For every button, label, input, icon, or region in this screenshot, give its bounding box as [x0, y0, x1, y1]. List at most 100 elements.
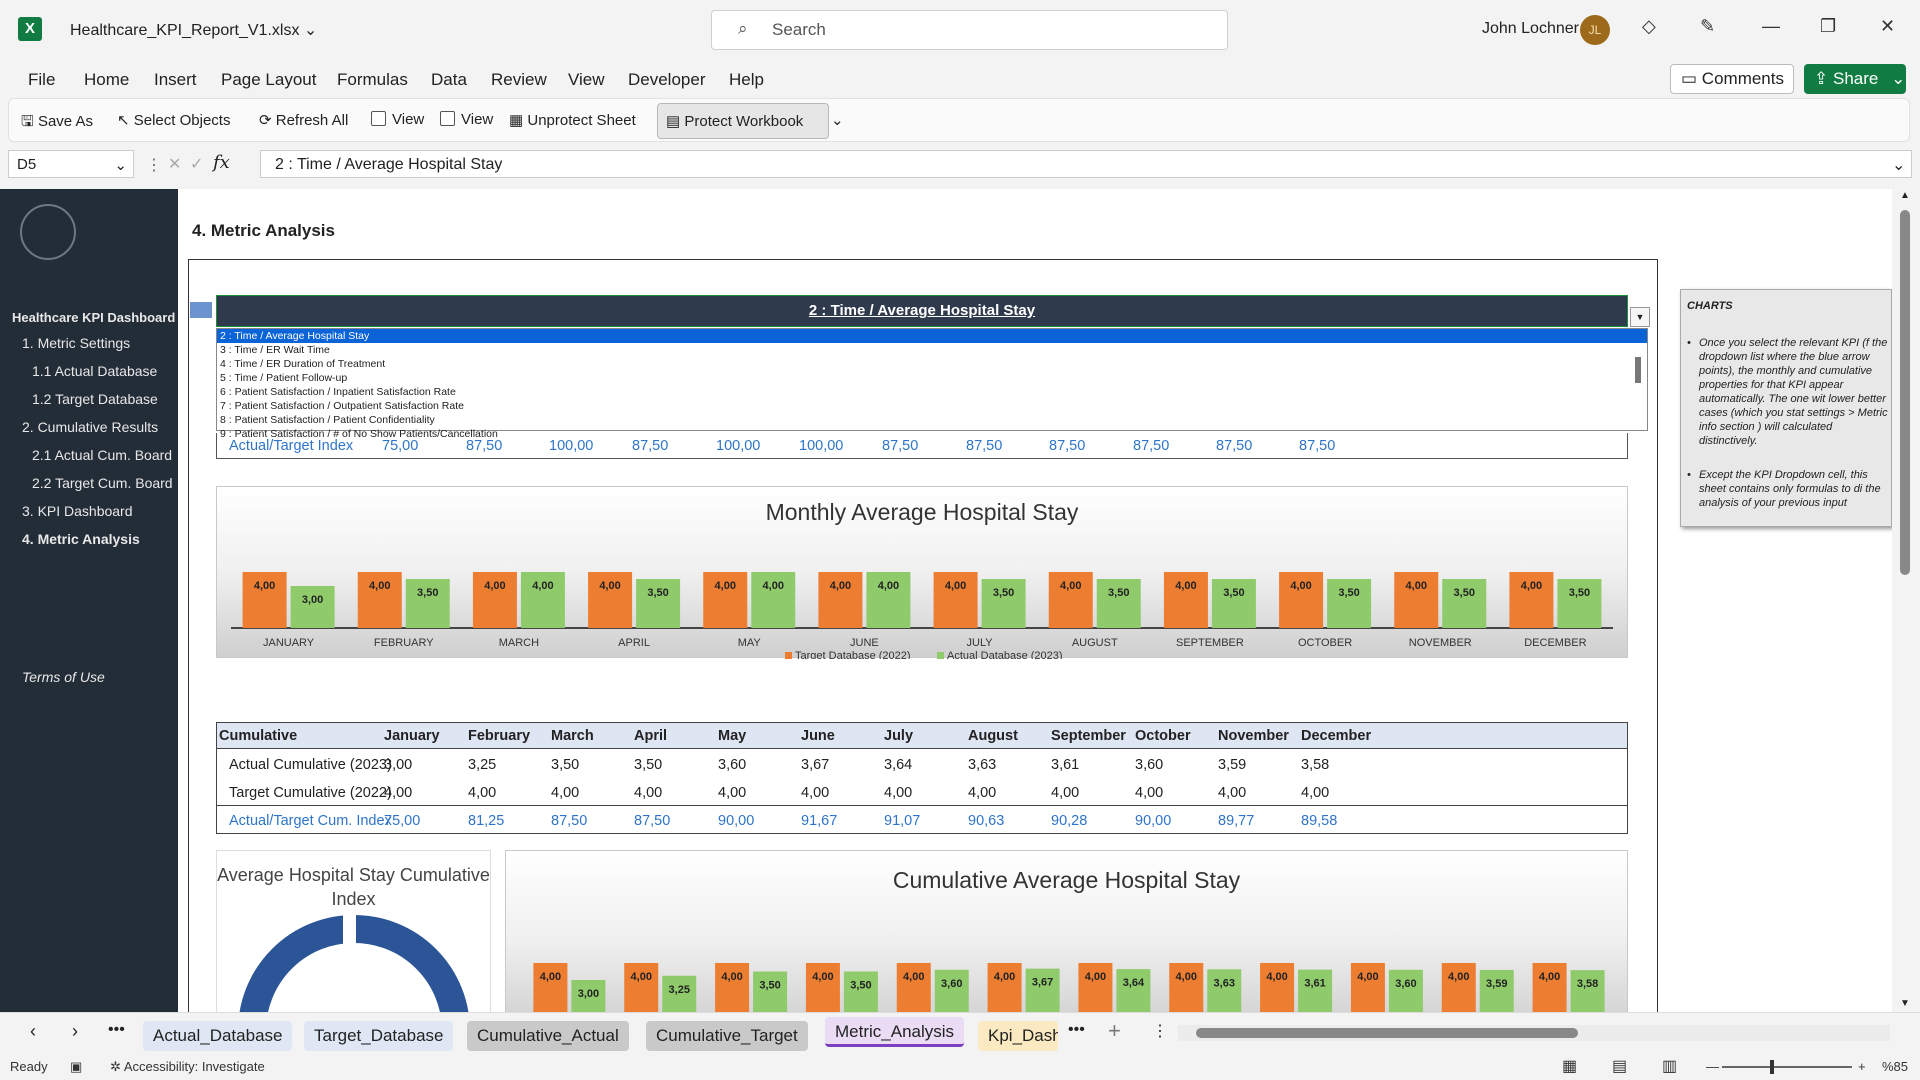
share-icon: ⇪ [1814, 69, 1829, 88]
zoom-level[interactable]: %85 [1882, 1059, 1909, 1074]
minimize-icon[interactable]: — [1762, 16, 1780, 36]
dropdown-option[interactable]: 9 : Patient Satisfaction / # of No Show … [220, 428, 498, 440]
normal-view-icon[interactable]: ▦ [1562, 1058, 1578, 1075]
cancel-icon[interactable]: ✕ [168, 156, 182, 173]
page-break-view-icon[interactable]: ▥ [1662, 1058, 1678, 1075]
view-checkbox-2[interactable]: View [440, 111, 493, 128]
dropdown-option[interactable]: 4 : Time / ER Duration of Treatment [220, 358, 386, 370]
sidebar-item-actual-database[interactable]: 1.1 Actual Database [32, 363, 158, 379]
zoom-in-icon[interactable]: + [1858, 1059, 1866, 1074]
bar [1298, 969, 1333, 1012]
comments-button[interactable]: ▭ Comments [1670, 64, 1794, 94]
tab-actual-database[interactable]: Actual_Database [143, 1021, 293, 1051]
dropdown-scrollbar[interactable] [1635, 357, 1641, 383]
file-name[interactable]: Healthcare_KPI_Report_V1.xlsx ⌄ [70, 20, 317, 40]
search-box[interactable]: ⌕ Search [711, 10, 1228, 50]
name-box[interactable]: D5 ⌄ [8, 150, 134, 178]
tab-kpi-dash[interactable]: Kpi_Dash [978, 1021, 1058, 1051]
dropdown-option[interactable]: 5 : Time / Patient Follow-up [220, 372, 348, 384]
close-icon[interactable]: ✕ [1880, 16, 1896, 36]
row-label: Actual/Target Cum. Index [229, 813, 392, 829]
dropdown-option[interactable]: 2 : Time / Average Hospital Stay [217, 329, 1647, 343]
pen-icon[interactable]: ✎ [1700, 16, 1716, 36]
data-label: 3,50 [1223, 587, 1244, 599]
share-button[interactable]: ⇪ Share ⌄ [1804, 64, 1906, 94]
sidebar-item-target-cum-board[interactable]: 2.2 Target Cum. Board [32, 475, 173, 491]
menu-developer[interactable]: Developer [628, 70, 706, 89]
ribbon-more-icon[interactable]: ⌄ [831, 112, 844, 129]
sheet-options-icon[interactable]: ⋮ [1152, 1023, 1168, 1040]
table-cell: 90,00 [1135, 813, 1172, 829]
restore-icon[interactable]: ❐ [1820, 16, 1837, 36]
add-sheet-icon[interactable]: + [1108, 1018, 1121, 1043]
tab-next-icon[interactable]: › [72, 1021, 78, 1041]
menu-help[interactable]: Help [729, 70, 764, 89]
menu-review[interactable]: Review [491, 70, 547, 89]
sidebar-item-metric-settings[interactable]: 1. Metric Settings [22, 335, 131, 351]
menu-home[interactable]: Home [84, 70, 130, 89]
refresh-all-button[interactable]: ⟳ Refresh All [259, 111, 348, 129]
macro-icon[interactable]: ▣ [70, 1059, 83, 1074]
dropdown-option[interactable]: 7 : Patient Satisfaction / Outpatient Sa… [220, 400, 464, 412]
dropdown-arrow-icon[interactable]: ▼ [1630, 307, 1650, 327]
monthly-chart[interactable]: Monthly Average Hospital Stay 4,00 3,00 JA… [216, 486, 1628, 659]
scroll-up-icon[interactable]: ▲ [1900, 190, 1910, 201]
menu-file[interactable]: File [28, 70, 56, 89]
dropdown-option[interactable]: 3 : Time / ER Wait Time [220, 344, 330, 356]
save-as-button[interactable]: 🖫 Save As [21, 111, 93, 136]
sidebar-item-kpi-dashboard[interactable]: 3. KPI Dashboard [22, 503, 133, 519]
page-layout-view-icon[interactable]: ▤ [1612, 1058, 1628, 1075]
worksheet[interactable]: 4. Metric Analysis 2 : Time / Average Ho… [178, 189, 1892, 1012]
sidebar-item-target-database[interactable]: 1.2 Target Database [32, 391, 158, 407]
menu-data[interactable]: Data [431, 70, 467, 89]
unprotect-sheet-button[interactable]: ▦ Unprotect Sheet [509, 111, 636, 129]
avatar[interactable]: JL [1580, 15, 1610, 45]
user-name[interactable]: John Lochner [1482, 20, 1579, 37]
menu-insert[interactable]: Insert [154, 70, 197, 89]
cumulative-chart[interactable]: Cumulative Average Hospital Stay 4,00 3,0… [505, 850, 1628, 1012]
tab-metric-analysis[interactable]: Metric_Analysis [825, 1017, 965, 1047]
bar [1509, 572, 1554, 628]
diamond-icon[interactable]: ◇ [1642, 16, 1656, 36]
tab-target-database[interactable]: Target_Database [304, 1021, 454, 1051]
accessibility-status[interactable]: ✲ Accessibility: Investigate [110, 1059, 265, 1075]
select-objects-button[interactable]: ↖ Select Objects [117, 111, 230, 129]
more-icon[interactable]: ⋮ [146, 157, 162, 174]
tab-overflow-icon[interactable]: ••• [1068, 1021, 1085, 1038]
tab-cumulative-actual[interactable]: Cumulative_Actual [467, 1021, 629, 1051]
vertical-scroll-thumb[interactable] [1900, 210, 1910, 575]
table-cell: 3,67 [801, 757, 830, 773]
horizontal-scroll-thumb[interactable] [1196, 1028, 1578, 1038]
function-icon[interactable]: fx [213, 152, 230, 173]
sidebar-item-metric-analysis[interactable]: 4. Metric Analysis [22, 531, 140, 547]
enter-icon[interactable]: ✓ [190, 156, 204, 173]
tab-more-icon[interactable]: ••• [108, 1021, 125, 1038]
donut-gap-arc [239, 915, 355, 1012]
view-checkbox-1[interactable]: View [371, 111, 424, 128]
tab-prev-icon[interactable]: ‹ [30, 1021, 36, 1041]
menu-page-layout[interactable]: Page Layout [221, 70, 317, 89]
zoom-out-icon[interactable]: — [1706, 1059, 1719, 1074]
menu-view[interactable]: View [568, 70, 605, 89]
protect-workbook-button[interactable]: ▤ Protect Workbook [657, 103, 829, 139]
menu-formulas[interactable]: Formulas [337, 70, 408, 89]
terms-of-use-link[interactable]: Terms of Use [22, 669, 105, 685]
table-cell: 3,50 [551, 757, 580, 773]
dropdown-option[interactable]: 6 : Patient Satisfaction / Inpatient Sat… [220, 386, 456, 398]
kpi-dropdown-cell[interactable]: 2 : Time / Average Hospital Stay [216, 295, 1628, 327]
tab-cumulative-target[interactable]: Cumulative_Target [646, 1021, 808, 1051]
sidebar-item-cumulative-results[interactable]: 2. Cumulative Results [22, 419, 159, 435]
dropdown-option[interactable]: 8 : Patient Satisfaction / Patient Confi… [220, 414, 435, 426]
zoom-slider-thumb[interactable] [1770, 1060, 1774, 1074]
scroll-down-icon[interactable]: ▼ [1900, 998, 1910, 1009]
bar [934, 969, 969, 1012]
cumulative-index-donut[interactable]: Average Hospital Stay Cumulative Index [216, 850, 491, 1012]
expand-formula-icon[interactable]: ⌄ [1892, 157, 1906, 174]
data-label: 3,00 [578, 988, 599, 1000]
column-header: April [634, 728, 668, 744]
bar [818, 572, 863, 628]
formula-input[interactable]: 2 : Time / Average Hospital Stay [260, 150, 1912, 178]
sidebar-item-actual-cum-board[interactable]: 2.1 Actual Cum. Board [32, 447, 173, 463]
zoom-slider[interactable] [1722, 1066, 1852, 1068]
data-label: 4,00 [1290, 580, 1311, 592]
